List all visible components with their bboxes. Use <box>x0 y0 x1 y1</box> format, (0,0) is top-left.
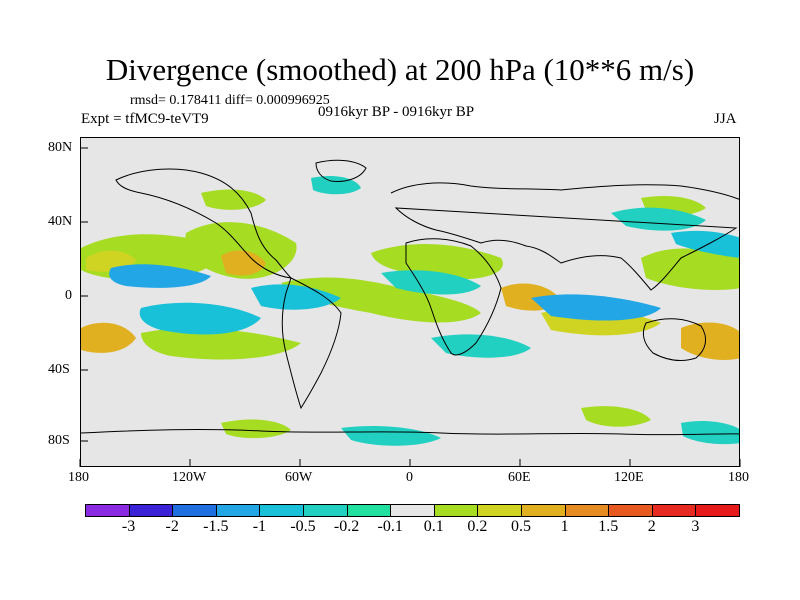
x-tick-label: 60E <box>508 470 531 485</box>
colorbar-swatch <box>259 504 304 517</box>
antarctica-coastline <box>81 429 739 436</box>
colorbar-label: -0.1 <box>377 518 403 535</box>
colorbar-swatch <box>564 504 610 517</box>
colorbar <box>85 504 740 517</box>
colorbar-label: 1 <box>560 518 569 535</box>
colorbar-label: 0.1 <box>423 518 444 535</box>
field-negative-antarctic-far-east <box>681 421 739 445</box>
colorbar-swatch <box>303 504 348 517</box>
field-positive-se-pacific <box>141 328 301 360</box>
field-positive-antarctic-east <box>581 406 651 427</box>
colorbar-label: -1 <box>252 518 267 535</box>
divergence-map <box>81 159 739 446</box>
colorbar-label: 1.5 <box>598 518 619 535</box>
colorbar-swatch <box>172 504 217 517</box>
field-positive-atlantic-band <box>281 277 481 323</box>
field-negative-east-pacific <box>139 302 261 335</box>
colorbar-label: -0.5 <box>290 518 316 535</box>
x-tick-label: 120W <box>172 470 207 485</box>
colorbar-label: 0.2 <box>467 518 488 535</box>
colorbar-swatch <box>521 504 566 517</box>
colorbar-label: 0.5 <box>511 518 531 535</box>
field-positive-central-america-core <box>221 250 266 276</box>
greenland-coastline <box>315 159 367 182</box>
stats-label: rmsd= 0.178411 diff= 0.000996925 <box>130 93 330 108</box>
x-tick-label: 180 <box>68 470 89 485</box>
colorbar-swatch <box>390 504 435 517</box>
colorbar-label: -1.5 <box>203 518 229 535</box>
colorbar-label: -3 <box>121 518 136 535</box>
field-negative-antarctic-central <box>341 426 441 446</box>
field-positive-south-pacific-east <box>681 322 739 360</box>
colorbar-swatch <box>433 504 479 517</box>
colorbar-label: -0.2 <box>333 518 360 535</box>
field-positive-south-pacific-west <box>81 322 136 353</box>
y-tick-label: 0 <box>65 288 72 303</box>
field-positive-antarctic-west <box>221 419 291 439</box>
period-label: 0916kyr BP - 0916kyr BP <box>318 104 475 120</box>
continent-outlines <box>81 159 739 436</box>
colorbar-swatch <box>215 504 261 517</box>
colorbar-swatch <box>346 504 392 517</box>
field-negative-tropical-atlantic <box>251 284 341 310</box>
field-negative-south-atlantic <box>431 334 531 358</box>
y-tick-label: 80S <box>48 433 70 448</box>
x-tick-label: 180 <box>728 470 749 485</box>
colorbar-label: -2 <box>165 518 179 535</box>
plot-title: Divergence (smoothed) at 200 hPa (10**6 … <box>105 52 695 87</box>
field-negative-north-pacific <box>109 264 211 288</box>
y-tick-label: 80N <box>48 140 73 155</box>
colorbar-label: 2 <box>647 518 656 535</box>
australia-coastline <box>642 318 707 361</box>
field-negative-nw-pacific <box>671 230 739 258</box>
colorbar-swatch <box>477 504 522 517</box>
x-tick-label: 0 <box>406 470 413 485</box>
season-label: JJA <box>714 111 737 127</box>
colorbar-swatch <box>695 504 740 517</box>
map-frame <box>80 137 740 467</box>
colorbar-swatch <box>128 504 174 517</box>
experiment-label: Expt = tfMC9-teVT9 <box>81 111 209 127</box>
field-positive-west-pacific <box>641 248 739 290</box>
y-tick-label: 40S <box>48 362 70 377</box>
x-tick-label: 120E <box>614 470 644 485</box>
south-america-coastline <box>281 277 342 410</box>
colorbar-swatch <box>651 504 697 517</box>
colorbar-label: 3 <box>691 518 700 535</box>
divergence-contour-fields <box>81 176 739 446</box>
y-tick-label: 40N <box>48 214 73 229</box>
field-positive-north-atlantic-west <box>201 189 266 210</box>
colorbar-swatch <box>608 504 653 517</box>
x-tick-label: 60W <box>285 470 313 485</box>
colorbar-swatch <box>85 504 130 517</box>
field-negative-indian-ocean <box>531 294 661 321</box>
field-negative-sahel <box>381 270 481 295</box>
eurasia-coastline <box>390 182 739 291</box>
africa-coastline <box>405 238 502 356</box>
